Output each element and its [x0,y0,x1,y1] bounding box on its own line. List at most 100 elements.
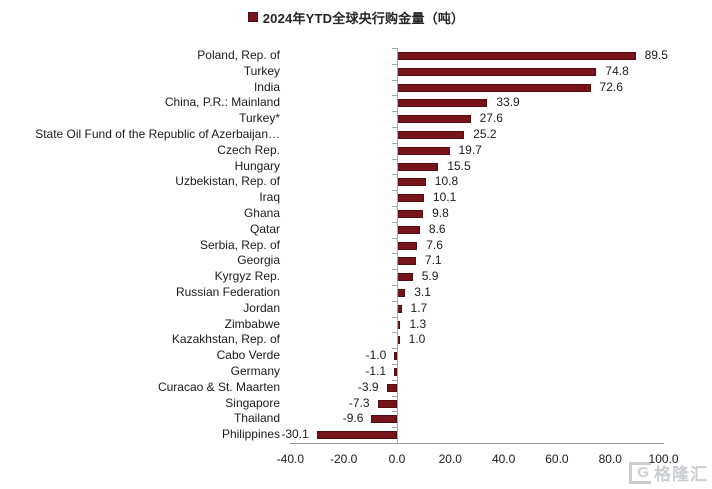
bar [397,99,488,108]
bar [397,241,418,250]
y-axis-tick [392,174,397,176]
legend: 2024年YTD全球央行购金量（吨） [0,8,712,26]
category-label: Cabo Verde [216,348,280,363]
category-label: Turkey [243,63,280,78]
value-label: 1.0 [408,332,426,347]
category-label: Czech Rep. [217,142,280,157]
y-axis-tick [392,300,397,302]
value-label: 9.8 [432,206,449,220]
value-label: 1.3 [409,316,427,331]
value-label: -7.3 [348,395,370,410]
x-axis-tick-label: 40.0 [491,452,516,466]
x-axis-tick-label: -40.0 [276,452,305,466]
value-label: 7.1 [424,253,442,268]
bar [397,194,424,203]
bar [397,225,420,234]
category-label: Philippines [221,427,280,442]
value-label: 10.1 [432,190,457,205]
category-label: Curacao & St. Maarten [157,379,280,394]
category-label: Jordan [243,300,280,315]
y-axis-tick [392,427,397,429]
bar [397,288,406,297]
value-label: 1.7 [410,300,428,315]
bar [397,51,636,60]
value-label: 19.7 [458,142,482,157]
value-label: 7.6 [426,237,443,252]
legend-marker-icon [247,12,258,22]
bar [316,431,397,440]
y-axis-tick [392,158,397,160]
category-label: China, P.R.: Mainland [164,95,280,110]
y-axis-tick [392,48,397,49]
value-label: 74.8 [605,63,629,78]
category-label: Serbia, Rep. of [199,237,280,252]
bar [397,146,450,155]
y-axis-tick [392,237,397,239]
y-axis-tick [392,395,397,397]
y-axis-tick [392,63,397,65]
value-label: -1.1 [365,364,387,378]
y-axis-tick [392,348,397,350]
y-axis-tick [392,79,397,81]
category-label: India [253,79,280,94]
y-axis-tick [392,379,397,381]
category-label: Iraq [259,190,280,205]
x-axis-line [290,443,664,444]
zero-axis-line [397,48,398,443]
bar [397,67,597,76]
category-label: Kyrgyz Rep. [214,269,280,284]
bar [397,178,426,187]
value-label: 33.9 [496,95,520,110]
bar [397,209,424,218]
y-axis-tick [392,316,397,318]
bar [371,415,397,424]
bar [397,273,413,282]
value-label: 27.6 [479,111,503,126]
y-axis-tick [392,221,397,223]
y-axis-tick [392,206,397,207]
x-axis-tick-label: 0.0 [388,452,406,466]
legend-label: 2024年YTD全球央行购金量（吨） [262,10,465,26]
x-axis-tick-label: 80.0 [598,452,622,466]
y-axis-tick [392,253,397,255]
value-label: 10.8 [434,174,459,189]
bar [397,257,416,266]
bar [397,115,471,124]
y-axis-tick [392,142,397,144]
value-label: 25.2 [473,127,497,141]
value-label: 72.6 [599,79,623,94]
value-label: -3.9 [357,379,379,394]
category-label: Kazakhstan, Rep. of [171,332,280,347]
y-axis-tick [392,127,397,128]
x-axis-tick-label: 60.0 [545,452,569,466]
category-label: Ghana [243,206,280,220]
value-label: 89.5 [644,48,668,62]
category-label: Russian Federation [175,285,280,299]
category-label: Hungary [234,158,280,173]
value-label: 8.6 [428,221,446,236]
y-axis-tick [392,190,397,192]
category-label: Turkey* [239,111,280,126]
category-label: Qatar [249,221,280,236]
x-axis-tick-label: 20.0 [438,452,462,466]
value-label: 15.5 [447,158,471,173]
y-axis-tick [392,364,397,365]
bar [397,130,465,139]
bar [386,383,397,392]
y-axis-tick [392,411,397,413]
y-axis-tick [392,269,397,271]
y-axis-tick [392,95,397,97]
bar [377,399,397,408]
category-label: Uzbekistan, Rep. of [175,174,280,189]
category-label: Zimbabwe [224,316,280,331]
category-label: Singapore [225,395,280,410]
value-label: 3.1 [414,285,431,299]
y-axis-tick [392,285,397,286]
category-label: Germany [230,364,280,378]
category-label: State Oil Fund of the Republic of Azerba… [35,127,280,141]
bar [394,367,397,376]
bar [397,162,439,171]
x-axis-tick-label: -20.0 [329,452,358,466]
y-axis-tick [392,111,397,113]
